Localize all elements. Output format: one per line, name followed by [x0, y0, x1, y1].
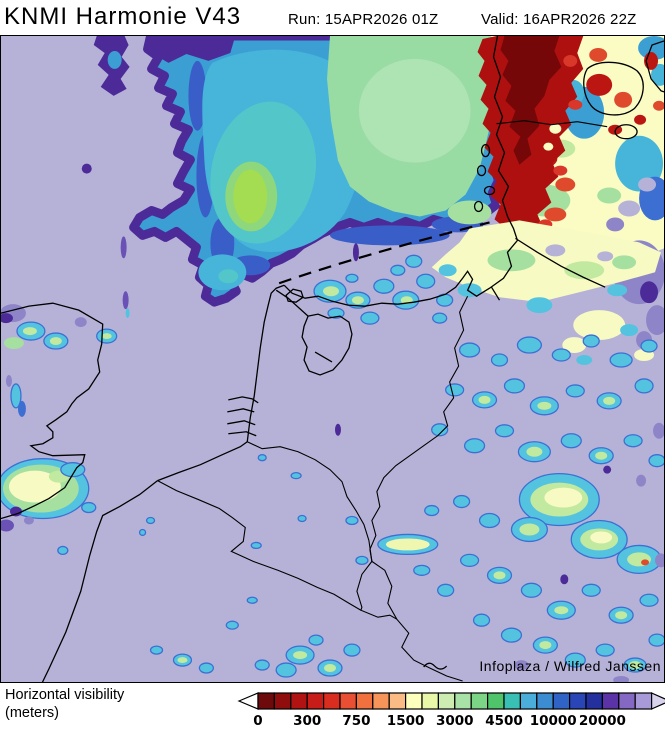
legend-swatch	[372, 692, 390, 710]
coast-north	[283, 36, 519, 307]
page-title: KNMI Harmonie V43	[4, 3, 242, 30]
visibility-field-svg	[1, 36, 664, 682]
legend-swatch	[585, 692, 603, 710]
fog-patches-uk	[1, 304, 156, 556]
legend-title-line2: (meters)	[5, 705, 59, 721]
legend-swatch	[388, 692, 407, 710]
land-fog-speckles	[149, 254, 664, 682]
header-bar: KNMI Harmonie V43 Run: 15APR2026 01Z Val…	[0, 0, 665, 35]
run-label: Run:	[288, 11, 321, 28]
coastlines	[1, 36, 664, 682]
border-nl-de	[369, 295, 469, 562]
coast-france	[41, 480, 158, 682]
legend-swatch	[437, 692, 456, 710]
border-nl-be	[247, 441, 373, 562]
island-small-1	[480, 144, 491, 158]
legend-swatch	[273, 692, 292, 710]
legend-swatch	[618, 692, 636, 710]
border-be-fr	[157, 480, 362, 611]
map-canvas: Infoplaza / Wilfred Janssen	[0, 35, 665, 683]
legend-tick-label: 300	[293, 713, 321, 729]
legend-swatch	[322, 692, 341, 710]
lake-ijsselmeer	[301, 313, 353, 376]
legend-tick-label: 20000	[579, 713, 626, 729]
island-small-4	[473, 200, 484, 213]
legend-bar: Horizontal visibility (meters) 0 300 750 15…	[0, 683, 665, 735]
island-small-3	[483, 185, 496, 196]
valid-label: Valid:	[481, 11, 519, 28]
legend-swatch	[536, 692, 554, 710]
legend-left-arrow	[237, 692, 259, 710]
legend-swatch	[470, 692, 489, 710]
legend-swatch	[634, 692, 653, 710]
fog-band-german-coast	[431, 220, 662, 365]
legend-right-arrow	[651, 692, 665, 710]
border-de-fr	[371, 560, 463, 682]
legend-swatch	[355, 692, 374, 710]
river-weser	[490, 286, 501, 301]
island-small-2	[476, 164, 487, 177]
run-value: 15APR2026 01Z	[324, 11, 439, 28]
legend-tick-label: 0	[253, 713, 262, 729]
legend-tick-label: 10000	[530, 713, 577, 729]
wadden-islands-dashed	[278, 221, 490, 285]
island-fyn	[583, 61, 644, 116]
coast-squiggle	[423, 662, 448, 670]
legend-colorbar: 0 300 750 1500 3000 4500 10000 20000	[237, 692, 665, 729]
legend-title: Horizontal visibility (meters)	[5, 686, 124, 722]
attribution: Infoplaza / Wilfred Janssen	[479, 658, 661, 674]
legend-swatch	[519, 692, 538, 710]
valid-value: 16APR2026 22Z	[522, 11, 637, 28]
coast-afsluitdijk	[275, 289, 309, 317]
legend-tick-label: 750	[342, 713, 370, 729]
coast-uk	[1, 302, 104, 520]
legend-swatch	[421, 692, 439, 710]
border-lu	[356, 561, 398, 620]
valid-time: Valid: 16APR2026 22Z	[481, 11, 637, 28]
coast-zeeland	[227, 396, 259, 437]
legend-swatch	[339, 692, 357, 710]
legend-tick-label: 1500	[387, 713, 425, 729]
legend-tick-label: 3000	[436, 713, 474, 729]
legend-swatch	[257, 692, 275, 710]
legend-swatch	[487, 692, 505, 710]
country-borders	[157, 120, 608, 682]
legend-swatch	[290, 692, 308, 710]
legend-swatch	[454, 692, 472, 710]
legend-swatch	[405, 692, 423, 710]
island-sjaelland	[645, 40, 664, 93]
legend-title-line1: Horizontal visibility	[5, 687, 125, 703]
legend-swatch	[552, 692, 571, 710]
island-als	[614, 124, 638, 140]
legend-tick-label: 4500	[485, 713, 523, 729]
legend-swatch	[569, 692, 587, 710]
border-dk-de	[496, 120, 608, 128]
run-time: Run: 15APR2026 01Z	[288, 11, 438, 28]
legend-swatch	[306, 692, 325, 710]
coast-belgium-nl	[157, 284, 285, 482]
legend-swatch	[503, 692, 521, 710]
river-elbe	[515, 237, 606, 288]
legend-swatch	[601, 692, 620, 710]
